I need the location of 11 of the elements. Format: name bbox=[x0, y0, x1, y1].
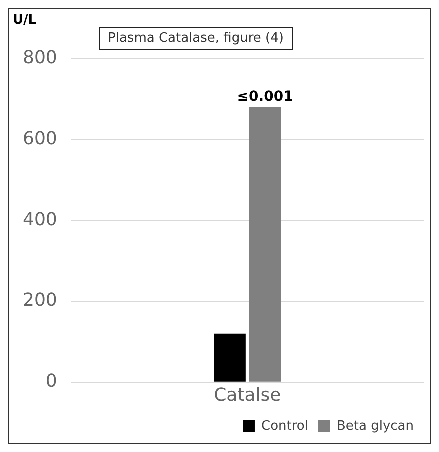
x-tick-label: Catalse bbox=[214, 384, 282, 406]
y-tick-label: 400 bbox=[22, 209, 58, 230]
chart-title: Plasma Catalase, figure (4) bbox=[99, 27, 293, 50]
legend-label: Control bbox=[261, 418, 308, 434]
y-tick-label: 800 bbox=[22, 48, 58, 69]
annotation: ≤0.001 bbox=[237, 89, 294, 106]
y-tick-label: 0 bbox=[46, 371, 58, 392]
y-tick-label: 200 bbox=[22, 290, 58, 312]
y-tick-label: 600 bbox=[22, 128, 58, 150]
y-axis-title: U/L bbox=[13, 13, 37, 28]
legend-label: Beta glycan bbox=[336, 418, 414, 434]
